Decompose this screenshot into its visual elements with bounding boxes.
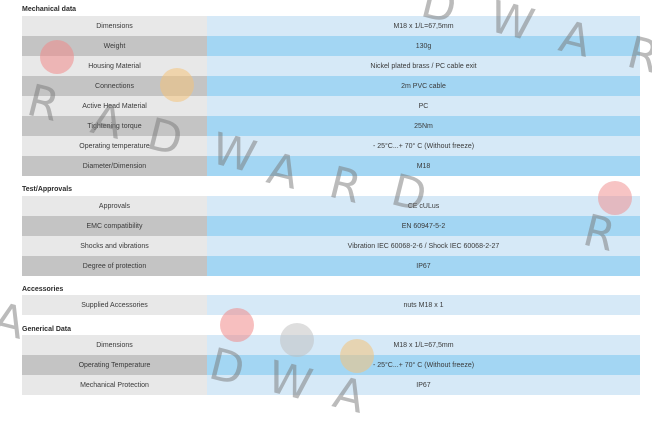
section-title-approvals: Test/Approvals	[22, 186, 73, 193]
row-label: Supplied Accessories	[22, 295, 207, 315]
row-label: Degree of protection	[22, 256, 207, 276]
table-row: Supplied Accessories nuts M18 x 1	[22, 295, 640, 315]
row-label: Operating Temperature	[22, 355, 207, 375]
table-row: Tightening torque 25Nm	[22, 116, 640, 136]
table-row: Active Head Material PC	[22, 96, 640, 116]
table-row: Mechanical Protection IP67	[22, 375, 640, 395]
row-label: Approvals	[22, 196, 207, 216]
row-label: Diameter/Dimension	[22, 156, 207, 176]
section-title-mechanical: Mechanical data	[22, 6, 77, 13]
row-label: Mechanical Protection	[22, 375, 207, 395]
row-label: Operating temperature	[22, 136, 207, 156]
row-value: - 25°C...+ 70° C (Without freeze)	[207, 136, 640, 156]
section-title-accessories: Accessories	[22, 286, 64, 293]
table-row: Connections 2m PVC cable	[22, 76, 640, 96]
row-label: Dimensions	[22, 335, 207, 355]
row-label: Shocks and vibrations	[22, 236, 207, 256]
row-value: M18	[207, 156, 640, 176]
table-row: EMC compatibility EN 60947-5-2	[22, 216, 640, 236]
row-value: - 25°C...+ 70° C (Without freeze)	[207, 355, 640, 375]
row-value: IP67	[207, 256, 640, 276]
row-label: Dimensions	[22, 16, 207, 36]
table-row: Dimensions M18 x 1/L=67,5mm	[22, 16, 640, 36]
table-row: Shocks and vibrations Vibration IEC 6006…	[22, 236, 640, 256]
table-row: Dimensions M18 x 1/L=67,5mm	[22, 335, 640, 355]
row-label: Housing Material	[22, 56, 207, 76]
row-value: 130g	[207, 36, 640, 56]
row-label: Connections	[22, 76, 207, 96]
row-value: EN 60947-5-2	[207, 216, 640, 236]
row-label: Active Head Material	[22, 96, 207, 116]
row-value: nuts M18 x 1	[207, 295, 640, 315]
table-row: Approvals CE cULus	[22, 196, 640, 216]
table-row: Operating temperature - 25°C...+ 70° C (…	[22, 136, 640, 156]
row-value: Vibration IEC 60068-2-6 / Shock IEC 6006…	[207, 236, 640, 256]
row-value: IP67	[207, 375, 640, 395]
table-row: Weight 130g	[22, 36, 640, 56]
row-value: 2m PVC cable	[207, 76, 640, 96]
table-row: Diameter/Dimension M18	[22, 156, 640, 176]
table-row: Operating Temperature - 25°C...+ 70° C (…	[22, 355, 640, 375]
row-label: EMC compatibility	[22, 216, 207, 236]
row-label: Weight	[22, 36, 207, 56]
table-row: Degree of protection IP67	[22, 256, 640, 276]
row-value: PC	[207, 96, 640, 116]
section-title-generical: Generical Data	[22, 326, 72, 333]
row-label: Tightening torque	[22, 116, 207, 136]
row-value: M18 x 1/L=67,5mm	[207, 335, 640, 355]
row-value: M18 x 1/L=67,5mm	[207, 16, 640, 36]
row-value: Nickel plated brass / PC cable exit	[207, 56, 640, 76]
row-value: 25Nm	[207, 116, 640, 136]
table-row: Housing Material Nickel plated brass / P…	[22, 56, 640, 76]
row-value: CE cULus	[207, 196, 640, 216]
